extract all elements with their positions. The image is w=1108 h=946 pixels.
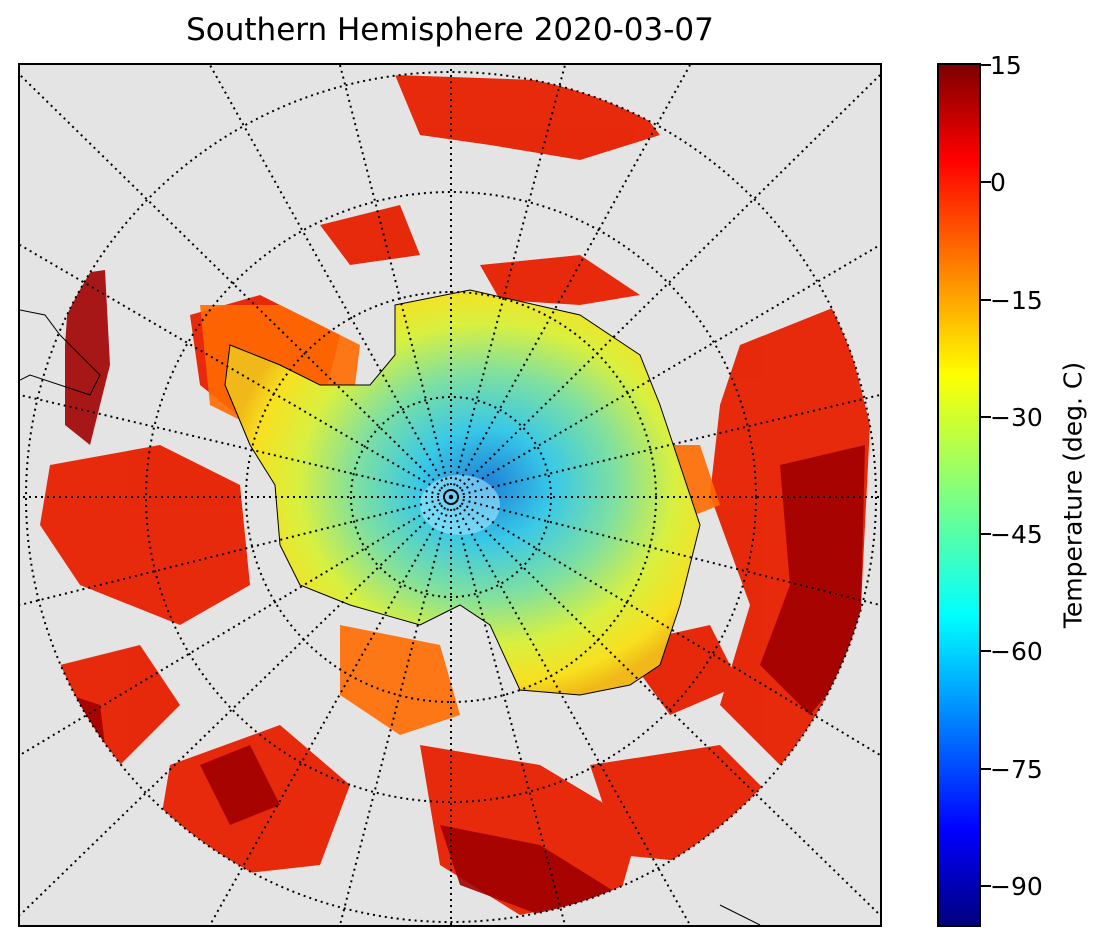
coastline (719, 904, 761, 925)
coastline (20, 309, 101, 396)
colorbar-tick (981, 767, 991, 770)
colorbar-tick-label: −45 (990, 520, 1043, 550)
colorbar-tick (981, 415, 991, 418)
colorbar-tick (981, 884, 991, 887)
map-canvas (20, 65, 880, 925)
colorbar-tick-label: −75 (990, 754, 1043, 784)
map-title: Southern Hemisphere 2020-03-07 (186, 12, 714, 48)
graticule (20, 65, 880, 925)
temperature-field (40, 75, 870, 915)
colorbar-tick-label: −30 (990, 402, 1043, 432)
colorbar-tick (981, 298, 991, 301)
colorbar-tick (981, 650, 991, 653)
colorbar-tick (981, 64, 991, 66)
colorbar-tick-label: −60 (990, 637, 1043, 667)
colorbar-tick (981, 533, 991, 536)
colorbar (937, 63, 981, 927)
colorbar-tick-label: 0 (990, 168, 1006, 198)
colorbar-tick-label: −90 (990, 871, 1043, 901)
colorbar-label: Temperature (deg. C) (1058, 361, 1088, 629)
polar-map (18, 63, 882, 927)
colorbar-tick-label: −15 (990, 285, 1043, 315)
colorbar-tick-label: 15 (990, 51, 1022, 80)
colorbar-tick (981, 181, 991, 184)
